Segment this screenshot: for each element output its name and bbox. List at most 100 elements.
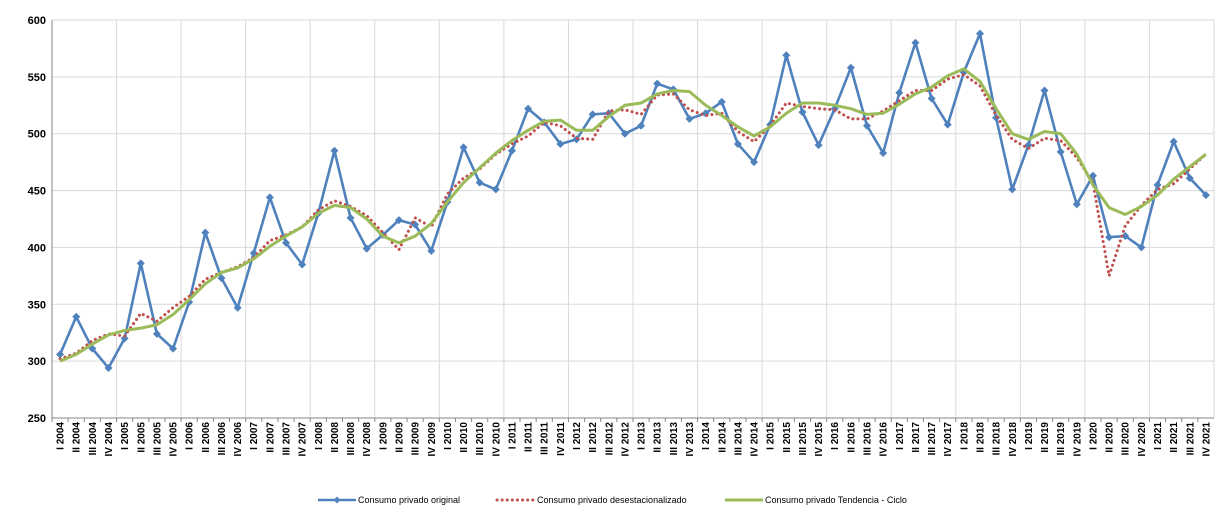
- data-point: [556, 139, 565, 148]
- x-tick-label: I 2010: [443, 422, 454, 450]
- x-tick-label: III 2017: [927, 422, 938, 456]
- x-tick-label: II 2016: [846, 422, 857, 453]
- y-tick-label: 350: [28, 299, 46, 311]
- data-point: [491, 185, 500, 194]
- x-tick-label: IV 2006: [233, 422, 244, 457]
- series-line-consumo-privado-tendencia-ciclo: [59, 67, 1207, 363]
- x-tick-label: IV 2014: [750, 422, 761, 457]
- data-point: [927, 94, 936, 103]
- data-point: [798, 108, 807, 117]
- series-line-consumo-privado-desestacionalizado: [58, 73, 1208, 361]
- x-tick-label: III 2006: [217, 422, 228, 456]
- data-point: [588, 110, 597, 119]
- data-point: [72, 312, 81, 321]
- data-point: [1008, 185, 1017, 194]
- x-tick-label: I 2011: [507, 422, 518, 450]
- legend-label: Consumo privado Tendencia - Ciclo: [765, 495, 907, 505]
- x-tick-label: I 2013: [637, 422, 648, 450]
- x-tick-label: I 2007: [249, 422, 260, 450]
- x-tick-label: IV 2020: [1137, 422, 1148, 457]
- x-tick-label: II 2004: [72, 422, 83, 453]
- x-tick-label: IV 2016: [879, 422, 890, 457]
- x-tick-label: I 2016: [830, 422, 841, 450]
- data-point: [1201, 191, 1210, 200]
- x-tick-label: II 2020: [1105, 422, 1116, 453]
- x-tick-label: III 2020: [1121, 422, 1132, 456]
- x-tick-label: IV 2012: [620, 422, 631, 457]
- x-tick-label: II 2012: [588, 422, 599, 453]
- data-point: [1040, 86, 1049, 95]
- x-tick-label: III 2004: [88, 422, 99, 456]
- data-point: [1105, 233, 1114, 242]
- y-tick-label: 600: [28, 15, 46, 27]
- x-tick-label: II 2006: [201, 422, 212, 453]
- data-point: [1088, 171, 1097, 180]
- y-axis: 250 300 350 400 450 500 550 600: [28, 15, 53, 425]
- data-point: [1056, 147, 1065, 156]
- x-tick-label: III 2013: [669, 422, 680, 456]
- data-point: [152, 329, 161, 338]
- data-point: [1072, 200, 1081, 209]
- x-tick-label: IV 2019: [1072, 422, 1083, 457]
- data-point: [475, 178, 484, 187]
- x-tick-label: IV 2011: [556, 422, 567, 456]
- x-axis: I 2004 II 2004 III 2004 IV 2004 I 2005 II 200…: [51, 417, 1214, 457]
- x-tick-label: IV 2007: [298, 422, 309, 457]
- x-tick-label: IV 2013: [685, 422, 696, 457]
- x-tick-label: I 2014: [701, 422, 712, 450]
- x-tick-label: IV 2015: [814, 422, 825, 457]
- data-point: [217, 274, 226, 283]
- x-tick-label: II 2007: [265, 422, 276, 453]
- data-point: [459, 143, 468, 152]
- x-tick-label: III 2016: [863, 422, 874, 456]
- series-line-consumo-privado-original: [58, 32, 1207, 370]
- x-tick-label: II 2013: [653, 422, 664, 453]
- data-point: [879, 149, 888, 158]
- x-tick-label: II 2017: [911, 422, 922, 453]
- data-point: [895, 88, 904, 97]
- data-point: [1169, 137, 1178, 146]
- data-point: [120, 334, 129, 343]
- x-tick-label: III 2015: [798, 422, 809, 456]
- series-layer: [56, 29, 1210, 372]
- data-point: [104, 363, 113, 372]
- x-tick-label: I 2008: [314, 422, 325, 450]
- data-point: [1121, 232, 1130, 241]
- y-tick-label: 500: [28, 129, 46, 141]
- x-tick-label: II 2014: [717, 422, 728, 453]
- data-point: [782, 51, 791, 60]
- x-tick-label: I 2005: [120, 422, 131, 450]
- y-tick-label: 400: [28, 242, 46, 254]
- data-point: [201, 228, 210, 237]
- data-point: [750, 158, 759, 167]
- x-tick-label: I 2015: [766, 422, 777, 450]
- x-tick-label: III 2007: [282, 422, 293, 456]
- x-tick-label: III 2005: [152, 422, 163, 456]
- x-tick-label: IV 2005: [169, 422, 180, 457]
- data-point: [620, 129, 629, 138]
- data-point: [653, 79, 662, 88]
- data-point: [814, 141, 823, 150]
- x-tick-label: II 2018: [975, 422, 986, 453]
- data-point: [56, 350, 65, 359]
- legend-label: Consumo privado desestacionalizado: [537, 495, 687, 505]
- data-point: [846, 63, 855, 72]
- x-tick-label: IV 2010: [491, 422, 502, 457]
- x-tick-label: II 2008: [330, 422, 341, 453]
- x-tick-label: II 2010: [459, 422, 470, 453]
- data-point: [524, 104, 533, 113]
- x-tick-label: IV 2009: [427, 422, 438, 457]
- data-point: [136, 259, 145, 268]
- data-point: [507, 146, 516, 155]
- data-point: [427, 246, 436, 255]
- data-point: [330, 146, 339, 155]
- y-tick-label: 550: [28, 72, 46, 84]
- x-tick-label: II 2015: [782, 422, 793, 453]
- x-tick-label: IV 2008: [362, 422, 373, 457]
- data-point: [975, 29, 984, 38]
- data-point: [1137, 243, 1146, 252]
- x-tick-label: III 2018: [992, 422, 1003, 456]
- data-point: [733, 139, 742, 148]
